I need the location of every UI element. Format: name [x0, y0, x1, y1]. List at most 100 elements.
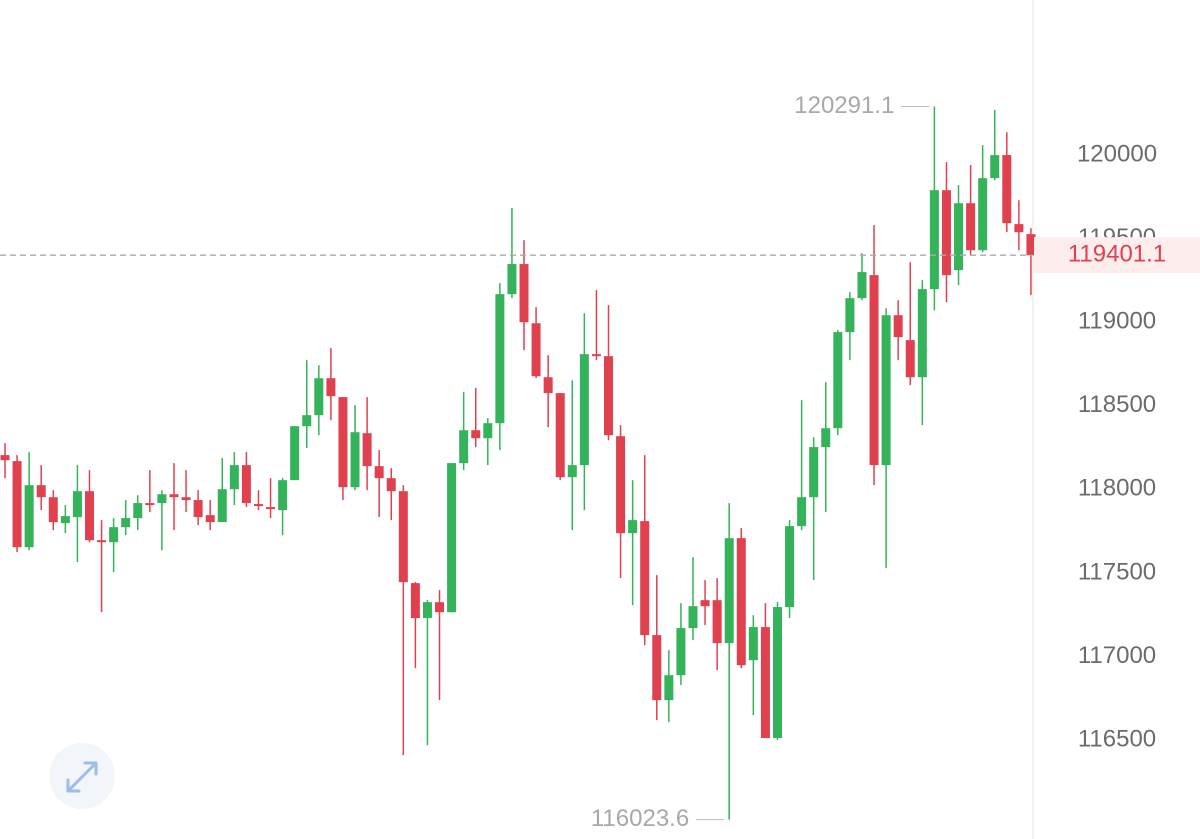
candle-body: [978, 178, 988, 251]
candle-body: [1014, 224, 1024, 233]
candle-body: [302, 415, 312, 427]
candle-body: [290, 426, 300, 481]
candle-body: [616, 436, 626, 534]
candle-body: [688, 606, 698, 629]
candle-body: [990, 155, 1000, 179]
candle-body: [748, 627, 758, 661]
candle-body: [398, 491, 408, 583]
candle-body: [531, 323, 541, 377]
candle-body: [362, 433, 372, 467]
candle-body: [869, 275, 879, 466]
candle-body: [422, 602, 432, 619]
candle-body: [386, 478, 396, 492]
candle-body: [133, 503, 143, 519]
y-tick-label: 118500: [1078, 391, 1156, 418]
candle-body: [278, 480, 288, 511]
candle-body: [1002, 155, 1012, 224]
candle-body: [676, 628, 686, 676]
candle-body: [12, 461, 22, 548]
candle-body: [591, 354, 601, 357]
candle-body: [543, 377, 553, 394]
candle-body: [760, 627, 770, 739]
candle-body: [700, 600, 710, 607]
candle-body: [495, 294, 505, 424]
candle-body: [48, 497, 58, 523]
candle-body: [72, 491, 82, 518]
candle-body: [338, 397, 348, 488]
candle-body: [628, 520, 638, 534]
candle-body: [24, 485, 34, 548]
candle-body: [84, 491, 94, 541]
candle-body: [266, 507, 276, 510]
candle-body: [905, 340, 915, 378]
candle-body: [893, 315, 903, 338]
candle-body: [121, 518, 131, 528]
candle-body: [471, 430, 481, 439]
candle-body: [459, 430, 469, 464]
expand-button[interactable]: [49, 743, 115, 809]
candle-body: [881, 315, 891, 466]
candle-body: [917, 289, 927, 378]
candle-body: [410, 583, 420, 619]
candle-body: [229, 465, 239, 490]
candle-body: [519, 264, 529, 323]
candle-body: [253, 504, 263, 507]
candle-body: [567, 465, 577, 478]
candle-body: [217, 489, 227, 523]
candle-body: [169, 494, 179, 498]
candle-body: [797, 497, 807, 527]
candle-body: [314, 378, 324, 416]
candle-body: [736, 538, 746, 666]
y-tick-label: 119000: [1078, 308, 1156, 335]
candle-body: [97, 540, 107, 543]
candle-body: [664, 675, 674, 701]
candle-body: [579, 354, 589, 466]
y-tick-label: 116500: [1078, 725, 1156, 752]
y-tick-label: 118000: [1078, 475, 1156, 502]
candle-body: [712, 600, 722, 644]
candle-body: [181, 497, 191, 501]
price-label: 119401.1: [1068, 241, 1166, 268]
candle-body: [1026, 234, 1036, 256]
candle-body: [652, 635, 662, 701]
candle-body: [60, 516, 70, 524]
price-badge: [1034, 237, 1200, 274]
y-tick-label: 120000: [1077, 140, 1157, 167]
candle-body: [0, 455, 10, 461]
min-label: 116023.6: [591, 805, 689, 832]
candle-body: [941, 190, 951, 276]
candle-body: [507, 264, 517, 295]
candle-body: [326, 378, 336, 397]
candle-body: [109, 527, 119, 543]
candle-body: [929, 190, 939, 290]
candle-body: [447, 463, 457, 613]
candle-body: [954, 203, 964, 271]
candle-body: [36, 485, 46, 498]
candle-body: [241, 465, 251, 504]
y-tick-label: 117500: [1078, 558, 1156, 585]
candle-body: [483, 423, 493, 439]
candle-body: [145, 503, 155, 506]
candle-body: [604, 356, 613, 436]
candle-body: [374, 466, 384, 479]
candle-body: [193, 500, 203, 518]
candle-body: [157, 494, 167, 504]
y-tick-label: 117000: [1078, 642, 1156, 669]
candle-body: [350, 432, 360, 488]
candle-body: [833, 332, 843, 429]
candle-body: [966, 203, 976, 251]
max-label: 120291.1: [794, 92, 894, 119]
candle-body: [821, 428, 831, 448]
candle-body: [555, 393, 565, 478]
candle-body: [772, 607, 782, 739]
candle-body: [809, 447, 819, 498]
candle-body: [435, 602, 445, 613]
expand-icon[interactable]: [66, 761, 98, 793]
candle-body: [857, 272, 867, 299]
candle-body: [845, 298, 855, 333]
candle-body: [640, 521, 650, 636]
candle-body: [205, 515, 215, 523]
candle-body: [724, 538, 734, 644]
